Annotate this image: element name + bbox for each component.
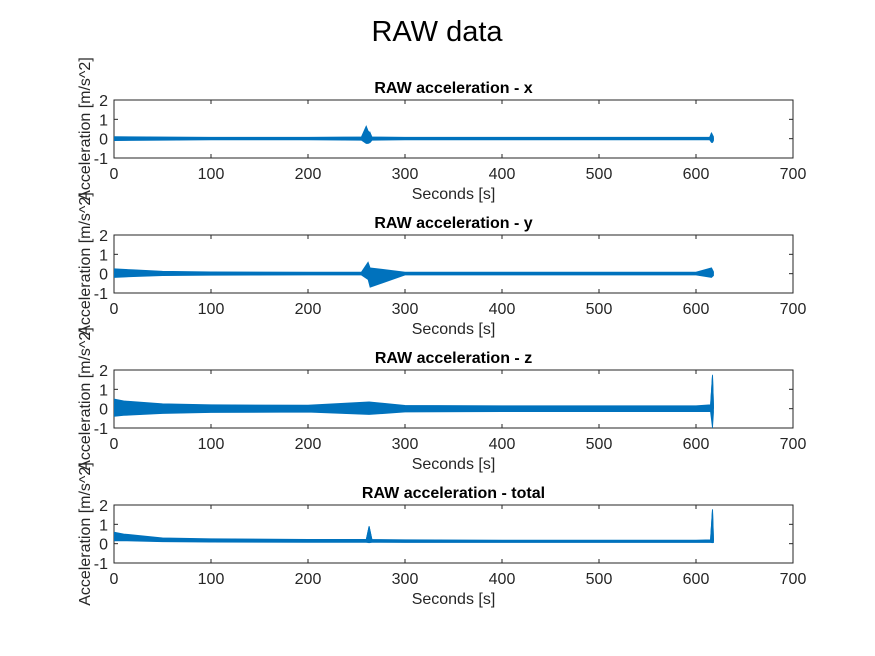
x-axis-label: Seconds [s]: [412, 456, 496, 473]
x-tick-label: 100: [198, 436, 225, 453]
series-line: [114, 375, 714, 410]
x-tick-label: 700: [780, 301, 807, 318]
x-axis-label: Seconds [s]: [412, 591, 496, 608]
y-tick-label: 1: [99, 247, 108, 264]
x-tick-label: 200: [295, 436, 322, 453]
x-tick-label: 0: [110, 301, 119, 318]
y-axis-label: Acceleration [m/s^2]: [77, 327, 94, 471]
x-tick-label: 400: [489, 301, 516, 318]
y-tick-label: 0: [99, 267, 108, 284]
plot-area: [113, 369, 794, 429]
x-tick-label: 500: [586, 436, 613, 453]
x-tick-label: 100: [198, 571, 225, 588]
y-tick-label: -1: [94, 151, 108, 168]
y-tick-label: 2: [99, 93, 108, 110]
x-tick-label: 500: [586, 166, 613, 183]
plot-area: [113, 99, 794, 159]
y-tick-label: 1: [99, 112, 108, 129]
y-tick-label: 0: [99, 537, 108, 554]
x-tick-label: 700: [780, 571, 807, 588]
x-axis-label: Seconds [s]: [412, 186, 496, 203]
y-axis-label: Acceleration [m/s^2]: [77, 192, 94, 336]
subplot-title: RAW acceleration - x: [374, 80, 532, 97]
plot-area: [113, 234, 794, 294]
subplot-title: RAW acceleration - y: [374, 215, 532, 232]
y-tick-label: 1: [99, 517, 108, 534]
x-tick-label: 100: [198, 301, 225, 318]
y-axis-label: Acceleration [m/s^2]: [77, 462, 94, 606]
subplot-title: RAW acceleration - total: [362, 485, 545, 502]
subplot: RAW acceleration - z 0 100 200 300 400 500 600 7…: [77, 327, 806, 473]
y-tick-label: 2: [99, 363, 108, 380]
y-tick-label: -1: [94, 286, 108, 303]
y-axis-label: Acceleration [m/s^2]: [77, 57, 94, 201]
x-tick-label: 700: [780, 436, 807, 453]
x-axis-label: Seconds [s]: [412, 321, 496, 338]
x-tick-label: 200: [295, 571, 322, 588]
y-tick-label: 0: [99, 402, 108, 419]
x-tick-label: 600: [683, 301, 710, 318]
x-tick-label: 200: [295, 166, 322, 183]
x-tick-label: 600: [683, 571, 710, 588]
x-tick-label: 0: [110, 436, 119, 453]
x-tick-label: 200: [295, 301, 322, 318]
subplot: RAW acceleration - y 0 100 200 300 400 500 600 7…: [77, 192, 806, 338]
x-tick-label: 500: [586, 571, 613, 588]
subplots-container: RAW acceleration - x0 100 200 300 400 500 600 7…: [77, 57, 806, 608]
x-tick-label: 300: [392, 571, 419, 588]
plot-area: [113, 504, 794, 564]
series-envelope: [114, 125, 714, 144]
x-tick-label: 600: [683, 166, 710, 183]
series-line: [114, 262, 714, 286]
x-tick-label: 300: [392, 166, 419, 183]
x-tick-label: 300: [392, 436, 419, 453]
subplot-title: RAW acceleration - z: [375, 350, 532, 367]
y-tick-label: 1: [99, 382, 108, 399]
x-tick-label: 600: [683, 436, 710, 453]
x-tick-label: 0: [110, 571, 119, 588]
series-envelope: [114, 261, 714, 288]
series-envelope: [114, 374, 714, 428]
x-tick-label: 700: [780, 166, 807, 183]
x-tick-label: 300: [392, 301, 419, 318]
subplot: RAW acceleration - total 0 100 200 300 400 500…: [77, 462, 806, 608]
subplot: RAW acceleration - x 0 100 200 300 400 500 600 7…: [77, 57, 806, 203]
y-tick-label: 2: [99, 228, 108, 245]
y-tick-label: -1: [94, 421, 108, 438]
x-tick-label: 400: [489, 166, 516, 183]
x-tick-label: 400: [489, 436, 516, 453]
x-tick-label: 500: [586, 301, 613, 318]
series-line: [114, 509, 714, 542]
y-tick-label: 2: [99, 498, 108, 515]
series-line: [114, 125, 714, 143]
figure-title: RAW data: [371, 16, 503, 48]
y-tick-label: -1: [94, 556, 108, 573]
x-tick-label: 100: [198, 166, 225, 183]
y-tick-label: 0: [99, 132, 108, 149]
x-tick-label: 400: [489, 571, 516, 588]
x-tick-label: 0: [110, 166, 119, 183]
